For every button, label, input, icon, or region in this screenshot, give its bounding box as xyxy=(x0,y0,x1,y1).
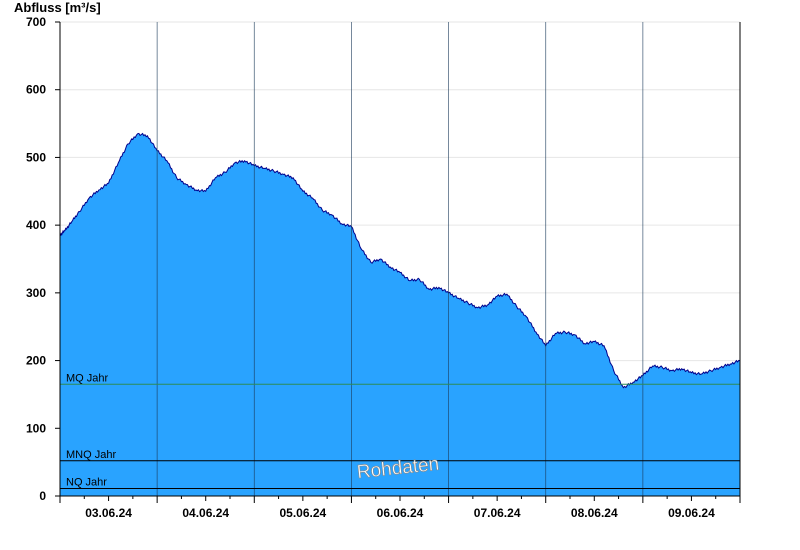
series-line xyxy=(60,132,741,389)
day-separators xyxy=(156,22,644,496)
x-tick-label-6: 09.06.24 xyxy=(668,506,715,520)
x-tick-label-1: 04.06.24 xyxy=(182,506,229,520)
chart-title: Abfluss [m³/s] xyxy=(14,0,101,15)
y-tick-label-700: 700 xyxy=(26,15,46,29)
tick-labels: 0 100 200 300 400 500 600 700 03.06.24 04.06.24 05… xyxy=(26,15,715,520)
series-area xyxy=(60,132,741,496)
ref-label-0: MQ Jahr xyxy=(66,372,109,384)
y-tick-label-300: 300 xyxy=(26,286,46,300)
y-tick-label-400: 400 xyxy=(26,218,46,232)
ref-label-1: MNQ Jahr xyxy=(66,449,116,461)
x-tick-label-3: 06.06.24 xyxy=(377,506,424,520)
x-tick-label-5: 08.06.24 xyxy=(571,506,618,520)
reference-lines: MQ Jahr MNQ Jahr NQ Jahr xyxy=(60,372,740,490)
axes xyxy=(55,21,741,503)
x-tick-label-0: 03.06.24 xyxy=(85,506,132,520)
y-tick-label-600: 600 xyxy=(26,83,46,97)
x-tick-label-4: 07.06.24 xyxy=(474,506,521,520)
y-tick-label-100: 100 xyxy=(26,421,46,435)
y-tick-label-500: 500 xyxy=(26,150,46,164)
series-area-fill xyxy=(60,133,740,496)
y-tick-label-200: 200 xyxy=(26,354,46,368)
y-tick-label-0: 0 xyxy=(39,489,46,503)
ref-label-2: NQ Jahr xyxy=(66,477,107,489)
x-tick-label-2: 05.06.24 xyxy=(279,506,326,520)
